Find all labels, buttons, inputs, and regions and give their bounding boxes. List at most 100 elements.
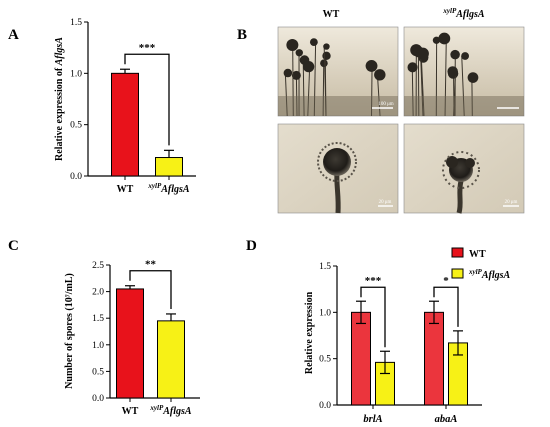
x-tick-label: xylPAflgsA xyxy=(147,182,189,195)
significance-bracket xyxy=(360,286,386,348)
hyphal-mat xyxy=(404,96,524,116)
micrograph-column-mutant-sup: xylP xyxy=(442,7,457,15)
y-tick-label: 0.0 xyxy=(70,172,82,182)
significance-bracket xyxy=(124,53,170,146)
conidiophore-head xyxy=(374,69,386,81)
significance-label: *** xyxy=(365,275,382,287)
y-axis-label: Relative expression of AflgsA xyxy=(54,37,65,161)
x-tick-label-sup: xylP xyxy=(147,182,162,190)
chart-a: 0.00.51.01.5WT xylPAflgsA***Relative expr… xyxy=(54,18,196,195)
y-tick-label: 0.0 xyxy=(92,394,104,404)
conidiophore-head xyxy=(286,38,299,51)
micrograph-column-wt: WT xyxy=(323,9,340,20)
scale-bar-label: 20 μm xyxy=(505,200,518,205)
conidiophore-stalk xyxy=(284,73,288,117)
x-tick-label: xylPAflgsA xyxy=(149,404,191,417)
conidiophore-stalk xyxy=(420,53,424,117)
conidiophore-stalk xyxy=(322,63,325,117)
conidiophore-stalk xyxy=(420,57,425,117)
conidiophore-head xyxy=(323,43,330,50)
conidiophore-stalk xyxy=(411,67,414,117)
x-tick-label-main: AflgsA xyxy=(162,406,192,417)
legend-label-mutant: xylPAflgsA xyxy=(468,268,510,281)
scale-bar-label: 100 μm xyxy=(378,102,393,107)
chart-c: 0.0 0.5 1.0 1.5 2.0 2.5 WT xylPAflgsA ** Number o… xyxy=(64,259,200,417)
y-tick-label: 2.5 xyxy=(92,261,104,271)
conidiophore-stalk xyxy=(302,60,305,117)
micrograph-mutant-high-magnification: 20 μm xyxy=(403,123,525,214)
conidiophore-stalk xyxy=(371,65,373,117)
micrograph-mutant-low-magnification xyxy=(403,26,525,117)
y-tick-label: 1.5 xyxy=(319,262,331,272)
x-tick-label-sup: xylP xyxy=(149,404,164,412)
conidiophore-stalk xyxy=(307,66,311,117)
y-tick-label: 0.5 xyxy=(70,121,82,131)
y-tick-label: 1.5 xyxy=(70,18,82,28)
micrograph-column-mutant: xylPAflgsA xyxy=(442,7,484,20)
bar-abaA-wt xyxy=(424,311,444,406)
conidiophore-stalk xyxy=(313,42,317,117)
conidiophore-head xyxy=(413,46,425,58)
micrograph-wt-low-magnification: 100 μm xyxy=(277,26,399,117)
bar-brlA-wt xyxy=(351,311,371,406)
legend-swatch-wt xyxy=(451,247,464,258)
y-tick-label: 0.5 xyxy=(92,367,104,377)
scale-bar-20um-wt: 20 μm xyxy=(378,200,393,207)
y-tick-label: 1.0 xyxy=(92,341,104,351)
y-axis-label-prefix: Relative expression of xyxy=(54,65,65,161)
legend-swatch-mutant xyxy=(451,268,464,279)
panel-label-a: A xyxy=(8,27,19,43)
hyphal-mat xyxy=(278,96,398,116)
conidiophore-head xyxy=(295,49,303,57)
chart-d: 0.0 0.5 1.0 1.5 *** brlA * abaA Relative express… xyxy=(304,247,510,425)
conidiophore-head xyxy=(283,68,293,78)
conidiophore-stalk xyxy=(461,55,465,117)
panel-label-c: C xyxy=(8,238,19,254)
significance-label: *** xyxy=(139,42,156,54)
y-tick-label: 1.0 xyxy=(70,69,82,79)
significance-label: * xyxy=(443,275,449,287)
micrograph-panel: WT xylPAflgsA 100 μm 20 μ xyxy=(277,7,525,214)
panel-label-d: D xyxy=(246,238,257,254)
conidiophore-stalk xyxy=(453,71,457,117)
conidiophore-stalk xyxy=(376,74,381,117)
x-tick-label-main: WT xyxy=(117,184,134,195)
micrograph-wt-high-magnification: 20 μm xyxy=(277,123,399,214)
x-tick-label-main: WT xyxy=(122,406,139,417)
legend-label-wt-main: WT xyxy=(469,249,486,260)
x-tick-label: abaA xyxy=(435,414,458,425)
x-tick-label: WT xyxy=(117,184,134,195)
conidiophore-stalk xyxy=(323,46,327,117)
bar-mutant xyxy=(155,157,183,177)
y-axis-label: Relative expression xyxy=(304,291,315,374)
x-tick-label: brlA xyxy=(363,414,382,425)
bar-mutant xyxy=(157,320,185,399)
conidiophore-stalk xyxy=(292,44,294,117)
conidiophore-stalk xyxy=(444,38,447,117)
legend-label-mutant-main: AflgsA xyxy=(481,270,511,281)
y-axis-label-gene: AflgsA xyxy=(54,37,65,67)
conidiophore-head xyxy=(461,52,470,60)
y-tick-label: 0.0 xyxy=(319,401,331,411)
panel-label-b: B xyxy=(237,27,247,43)
scale-bar-label: 20 μm xyxy=(379,200,392,205)
conidiophore-head xyxy=(467,72,479,83)
significance-bracket xyxy=(433,286,459,327)
y-tick-label: 1.0 xyxy=(319,308,331,318)
x-tick-label: WT xyxy=(122,406,139,417)
y-axis-label: Number of spores (10⁷/mL) xyxy=(64,273,75,389)
conidiophore-stalk xyxy=(295,75,298,117)
conidiophore-head xyxy=(320,59,328,68)
conidiophore-head xyxy=(438,32,451,45)
micrograph-column-mutant-main: AflgsA xyxy=(455,9,485,20)
conidiophore-head xyxy=(407,62,418,73)
conidiophore-head xyxy=(322,51,331,61)
y-tick-label: 0.5 xyxy=(319,355,331,365)
conidiophore-head xyxy=(450,49,460,60)
y-tick-label: 1.5 xyxy=(92,314,104,324)
conidiophore-head xyxy=(291,70,301,80)
legend-label-mutant-sup: xylP xyxy=(468,268,483,276)
significance-bracket xyxy=(129,270,172,309)
y-tick-label: 2.0 xyxy=(92,288,104,298)
